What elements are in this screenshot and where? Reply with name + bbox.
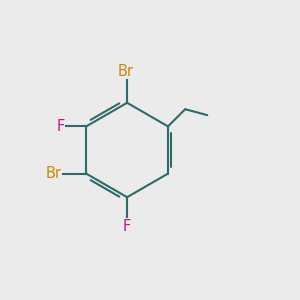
Text: Br: Br bbox=[46, 166, 62, 181]
Text: Br: Br bbox=[118, 64, 134, 79]
Text: F: F bbox=[123, 219, 131, 234]
Text: F: F bbox=[56, 119, 65, 134]
